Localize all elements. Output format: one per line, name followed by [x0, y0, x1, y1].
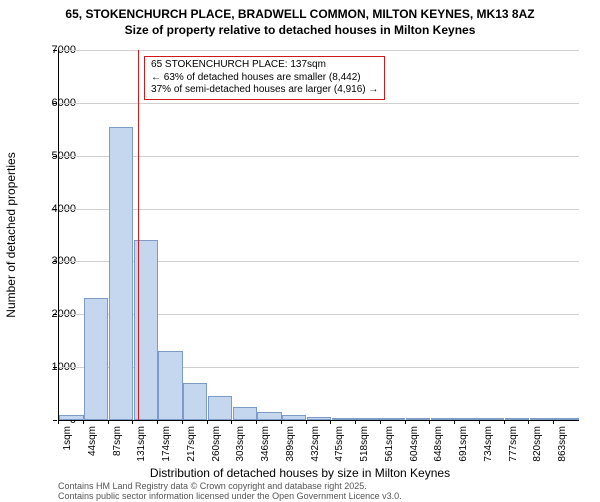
x-tick-mark: [83, 420, 84, 424]
x-tick-label: 217sqm: [186, 426, 197, 462]
x-tick-mark: [108, 420, 109, 424]
x-tick-mark: [454, 420, 455, 424]
x-tick-label: 1sqm: [62, 426, 73, 450]
histogram-bar: [530, 418, 554, 420]
histogram-bar: [480, 418, 504, 420]
x-tick-mark: [132, 420, 133, 424]
x-tick-mark: [380, 420, 381, 424]
callout-line-2: ← 63% of detached houses are smaller (8,…: [151, 72, 378, 85]
y-tick-mark: [53, 314, 57, 315]
x-tick-label: 777sqm: [508, 426, 519, 462]
gridline: [59, 103, 579, 104]
x-tick-label: 44sqm: [87, 426, 98, 456]
x-tick-label: 346sqm: [260, 426, 271, 462]
x-axis-label: Distribution of detached houses by size …: [0, 466, 600, 480]
histogram-bar: [381, 418, 405, 420]
x-tick-mark: [330, 420, 331, 424]
y-tick-mark: [53, 156, 57, 157]
x-tick-label: 174sqm: [161, 426, 172, 462]
title-line-1: 65, STOKENCHURCH PLACE, BRADWELL COMMON,…: [0, 6, 600, 22]
x-tick-mark: [405, 420, 406, 424]
x-tick-mark: [231, 420, 232, 424]
x-tick-label: 389sqm: [285, 426, 296, 462]
histogram-bar: [505, 418, 529, 420]
histogram-bar: [257, 412, 281, 420]
x-tick-label: 303sqm: [235, 426, 246, 462]
histogram-bar: [158, 351, 182, 420]
histogram-bar: [406, 418, 430, 420]
x-tick-mark: [429, 420, 430, 424]
histogram-bar: [282, 415, 306, 420]
x-tick-label: 131sqm: [136, 426, 147, 462]
x-tick-mark: [479, 420, 480, 424]
gridline: [59, 50, 579, 51]
title-line-2: Size of property relative to detached ho…: [0, 22, 600, 38]
x-tick-label: 561sqm: [384, 426, 395, 462]
histogram-bar: [183, 383, 207, 420]
x-tick-label: 648sqm: [433, 426, 444, 462]
x-tick-mark: [281, 420, 282, 424]
y-tick-mark: [53, 209, 57, 210]
x-tick-label: 734sqm: [483, 426, 494, 462]
chart-title: 65, STOKENCHURCH PLACE, BRADWELL COMMON,…: [0, 0, 600, 38]
y-tick-mark: [53, 420, 57, 421]
x-tick-mark: [528, 420, 529, 424]
x-tick-mark: [306, 420, 307, 424]
x-tick-label: 863sqm: [557, 426, 568, 462]
histogram-bar: [332, 418, 356, 420]
histogram-bar: [233, 407, 257, 420]
chart-container: 65, STOKENCHURCH PLACE, BRADWELL COMMON,…: [0, 0, 600, 500]
x-tick-label: 820sqm: [532, 426, 543, 462]
histogram-bar: [59, 415, 83, 420]
gridline: [59, 209, 579, 210]
x-tick-mark: [553, 420, 554, 424]
x-tick-mark: [157, 420, 158, 424]
x-tick-mark: [355, 420, 356, 424]
x-tick-label: 260sqm: [211, 426, 222, 462]
histogram-bar: [431, 418, 455, 420]
x-tick-label: 432sqm: [310, 426, 321, 462]
y-tick-mark: [53, 50, 57, 51]
x-tick-label: 518sqm: [359, 426, 370, 462]
y-tick-mark: [53, 261, 57, 262]
callout-line-3: 37% of semi-detached houses are larger (…: [151, 84, 378, 97]
histogram-bar: [307, 417, 331, 420]
x-tick-mark: [256, 420, 257, 424]
gridline: [59, 156, 579, 157]
x-tick-label: 475sqm: [334, 426, 345, 462]
footer-attribution: Contains HM Land Registry data © Crown c…: [58, 482, 402, 502]
histogram-bar: [109, 127, 133, 420]
histogram-bar: [554, 418, 578, 420]
histogram-bar: [455, 418, 479, 420]
x-tick-mark: [504, 420, 505, 424]
reference-callout: 65 STOKENCHURCH PLACE: 137sqm ← 63% of d…: [144, 56, 385, 100]
plot-area: 65 STOKENCHURCH PLACE: 137sqm ← 63% of d…: [58, 50, 579, 421]
x-tick-mark: [58, 420, 59, 424]
reference-marker-line: [138, 50, 139, 420]
histogram-bar: [84, 298, 108, 420]
x-tick-label: 87sqm: [112, 426, 123, 456]
y-tick-mark: [53, 367, 57, 368]
histogram-bar: [208, 396, 232, 420]
histogram-bar: [356, 418, 380, 420]
x-tick-mark: [182, 420, 183, 424]
y-tick-mark: [53, 103, 57, 104]
callout-line-1: 65 STOKENCHURCH PLACE: 137sqm: [151, 59, 378, 72]
x-tick-mark: [207, 420, 208, 424]
x-tick-label: 604sqm: [409, 426, 420, 462]
y-axis-label: Number of detached properties: [4, 152, 18, 317]
x-tick-label: 691sqm: [458, 426, 469, 462]
footer-line-2: Contains public sector information licen…: [58, 492, 402, 502]
